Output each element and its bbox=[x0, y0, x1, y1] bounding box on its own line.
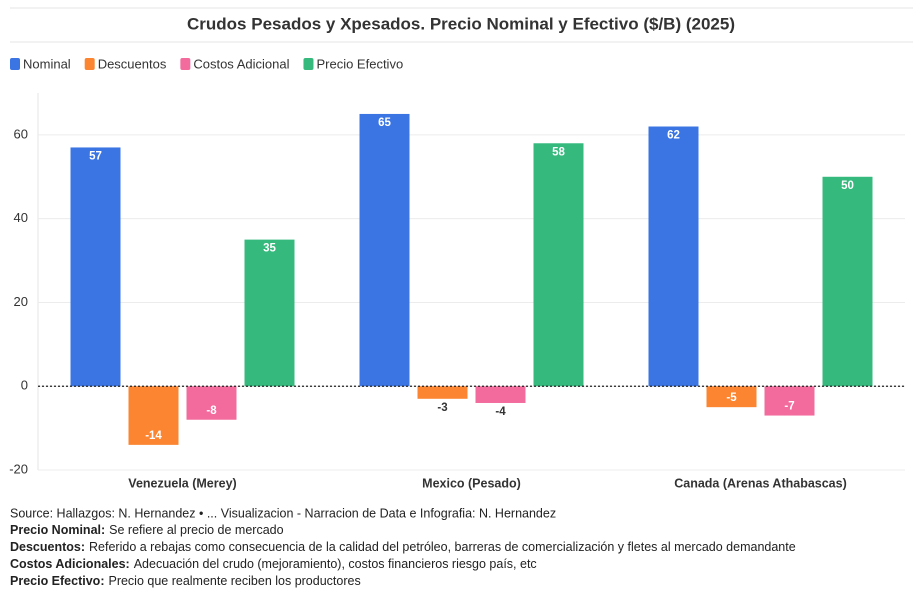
data-label: 57 bbox=[89, 150, 102, 162]
bar bbox=[648, 126, 699, 387]
note-text: Referido a rebajas como consecuencia de … bbox=[89, 540, 796, 554]
y-tick-label: 60 bbox=[14, 126, 28, 141]
note: Precio Nominal: Se refiere al precio de m… bbox=[10, 523, 284, 537]
legend-label: Costos Adicional bbox=[193, 56, 289, 71]
y-tick-label: 0 bbox=[21, 378, 28, 393]
legend-label: Descuentos bbox=[98, 56, 167, 71]
note-text: Precio que realmente reciben los product… bbox=[108, 574, 360, 588]
x-tick-label: Canada (Arenas Athabascas) bbox=[674, 476, 847, 490]
y-tick-label: -20 bbox=[9, 461, 28, 476]
chart-title: Crudos Pesados y Xpesados. Precio Nomina… bbox=[187, 14, 735, 33]
note-label: Precio Efectivo: bbox=[10, 574, 104, 588]
data-label: -8 bbox=[206, 405, 217, 417]
bar bbox=[186, 386, 237, 420]
bar bbox=[70, 147, 121, 387]
note-label: Descuentos: bbox=[10, 540, 85, 554]
data-label: -3 bbox=[437, 402, 447, 414]
bar bbox=[706, 386, 757, 408]
legend-label: Precio Efectivo bbox=[316, 56, 403, 71]
legend-swatch bbox=[10, 58, 20, 70]
note-text: Adecuación del crudo (mejoramiento), cos… bbox=[134, 557, 537, 571]
bar bbox=[475, 386, 526, 403]
x-tick-label: Mexico (Pesado) bbox=[422, 476, 521, 490]
note-text: Se refiere al precio de mercado bbox=[109, 523, 283, 537]
data-label: 50 bbox=[841, 180, 854, 192]
legend-swatch bbox=[84, 58, 95, 70]
data-label: -5 bbox=[726, 392, 737, 404]
bar bbox=[128, 386, 179, 445]
legend-label: Nominal bbox=[23, 56, 71, 71]
data-label: 35 bbox=[263, 243, 276, 255]
bar bbox=[417, 386, 468, 399]
bar bbox=[244, 239, 295, 387]
source: Source: Hallazgos: N. Hernandez • ... Vi… bbox=[10, 506, 556, 520]
note-label: Costos Adicionales: bbox=[10, 557, 130, 571]
y-tick-label: 40 bbox=[14, 210, 28, 225]
data-label: 62 bbox=[667, 130, 680, 142]
data-label: -14 bbox=[145, 430, 162, 442]
note: Costos Adicionales: Adecuación del crudo … bbox=[10, 557, 537, 571]
bar bbox=[533, 143, 584, 387]
bar bbox=[359, 113, 410, 387]
note: Descuentos: Referido a rebajas como conse… bbox=[10, 540, 796, 554]
note: Precio Efectivo: Precio que realmente rec… bbox=[10, 574, 361, 588]
note-label: Precio Nominal: bbox=[10, 523, 105, 537]
bar bbox=[822, 176, 873, 387]
legend-swatch bbox=[303, 58, 314, 70]
data-label: -7 bbox=[784, 401, 794, 413]
legend-swatch bbox=[180, 58, 191, 70]
data-label: -4 bbox=[495, 406, 506, 418]
y-tick-label: 20 bbox=[14, 294, 28, 309]
data-label: 65 bbox=[378, 117, 391, 129]
bar bbox=[764, 386, 815, 416]
data-label: 58 bbox=[552, 146, 565, 158]
x-tick-label: Venezuela (Merey) bbox=[128, 476, 236, 490]
